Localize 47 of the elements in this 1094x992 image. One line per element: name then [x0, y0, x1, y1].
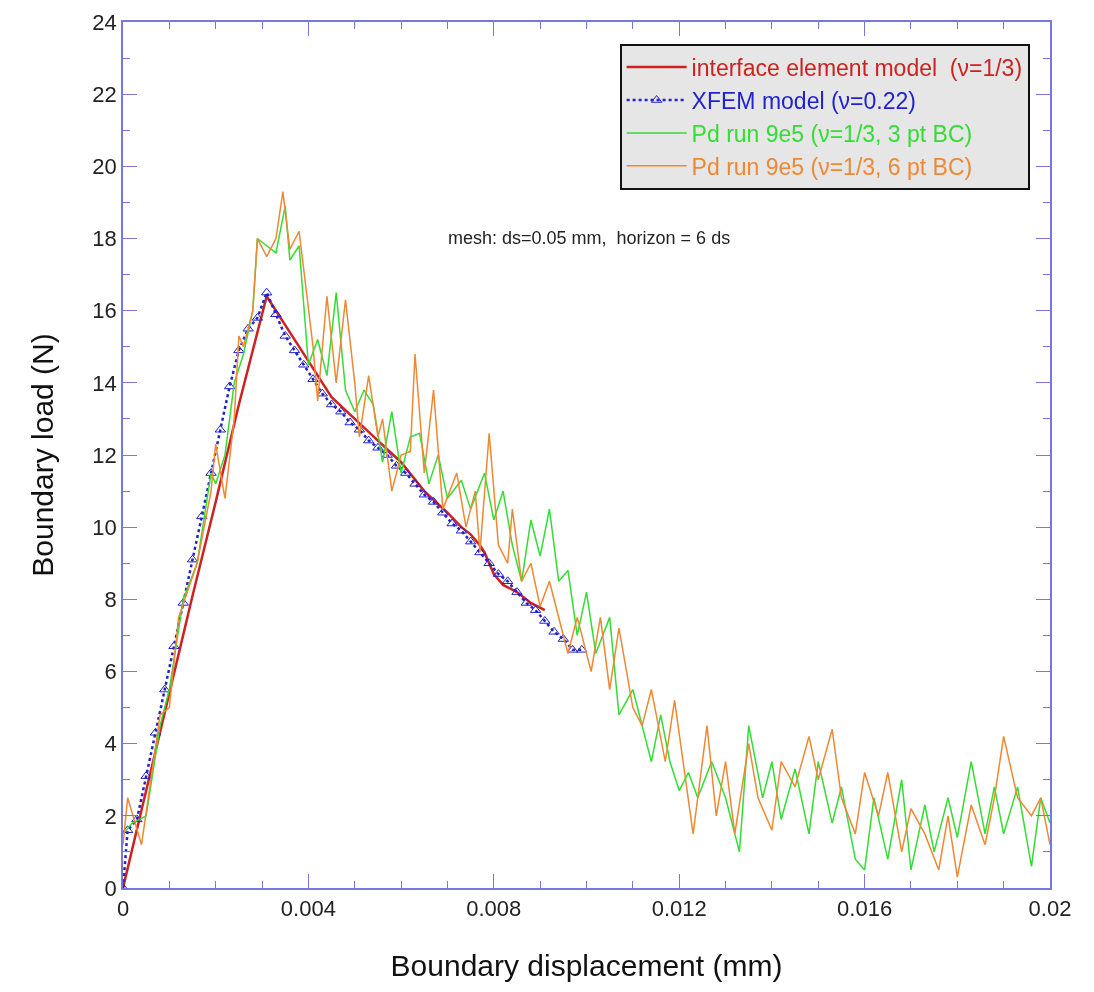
- y-axis-title: Boundary load (N): [25, 333, 59, 577]
- annotation: mesh: ds=0.05 mm, horizon = 6 ds: [448, 228, 731, 248]
- point: [548, 626, 560, 635]
- point: [177, 597, 189, 606]
- point: [576, 644, 588, 653]
- x-tick-label: 0.012: [651, 896, 707, 922]
- y-tick-label: 0: [104, 875, 117, 901]
- point: [418, 489, 430, 498]
- point: [539, 615, 551, 624]
- y-tick-label: 20: [92, 154, 117, 180]
- point: [131, 814, 143, 823]
- legend-label: Pd run 9e5 (ν=1/3, 6 pt BC): [691, 153, 973, 180]
- point: [520, 597, 532, 606]
- point: [233, 345, 245, 354]
- y-tick-label: 24: [92, 9, 117, 35]
- point: [409, 478, 421, 487]
- y-tick-label: 18: [92, 226, 117, 252]
- x-tick-label: 0.004: [280, 896, 336, 922]
- x-tick-label: 0.02: [1028, 896, 1072, 922]
- point: [279, 330, 291, 339]
- y-tick-label: 8: [104, 587, 117, 613]
- y-tick-label: 12: [92, 442, 117, 468]
- point: [123, 825, 134, 834]
- y-tick-label: 22: [92, 81, 117, 107]
- point: [446, 518, 458, 527]
- y-tick-label: 10: [92, 514, 117, 540]
- point: [344, 417, 356, 426]
- x-axis-title: Boundary displacement (mm): [390, 949, 783, 983]
- legend-label: Pd run 9e5 (ν=1/3, 3 pt BC): [691, 120, 973, 147]
- legend-label: XFEM model (ν=0.22): [691, 87, 916, 114]
- point: [502, 576, 514, 585]
- y-tick-label: 4: [104, 731, 117, 757]
- point: [335, 406, 347, 415]
- y-tick-label: 6: [104, 659, 117, 685]
- point: [242, 323, 254, 332]
- point: [159, 684, 171, 693]
- point: [270, 309, 282, 318]
- x-tick-label: 0.008: [466, 896, 522, 922]
- point: [474, 547, 486, 556]
- y-tick-label: 14: [92, 370, 117, 396]
- y-tick-label: 2: [104, 803, 117, 829]
- y-tick-label: 16: [92, 298, 117, 324]
- point: [298, 359, 310, 368]
- point: [372, 442, 384, 451]
- legend-label: interface element model (ν=1/3): [691, 55, 1023, 82]
- x-tick-label: 0.016: [837, 896, 893, 922]
- point: [437, 507, 449, 516]
